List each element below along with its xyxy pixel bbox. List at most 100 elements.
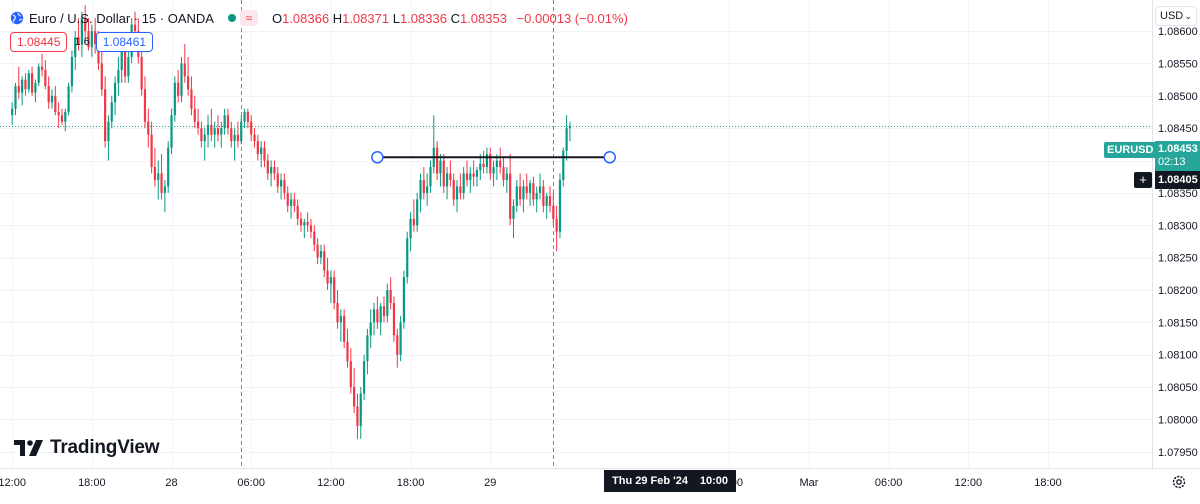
candle: [34, 79, 37, 103]
candle-body: [439, 160, 442, 174]
candle: [236, 121, 240, 148]
candle: [495, 154, 498, 180]
candle-body: [70, 56, 74, 87]
candle-body: [67, 86, 70, 112]
tradingview-logo[interactable]: TradingView: [14, 437, 160, 459]
ohlc-values: O1.08366 H1.08371 L1.08336 C1.08353 −0.0…: [272, 11, 628, 26]
last-price-tag: 1.08453 02:13: [1155, 141, 1200, 172]
candle-body: [57, 111, 60, 116]
candle-body: [240, 121, 243, 142]
candle: [84, 5, 87, 45]
last-price-value: 1.08453: [1158, 143, 1198, 155]
candle: [107, 115, 110, 161]
candle: [60, 108, 64, 125]
close-label: C: [450, 10, 460, 26]
candle-body: [462, 173, 465, 193]
candle-body: [236, 134, 240, 142]
plus-icon[interactable]: +: [1134, 172, 1152, 188]
candle: [535, 186, 538, 213]
buy-button[interactable]: 1.08461: [95, 32, 154, 52]
candle: [286, 186, 289, 213]
candle-body: [489, 154, 492, 174]
candle: [246, 108, 249, 129]
candle-body: [376, 309, 379, 323]
candle-body: [180, 63, 183, 96]
candle: [492, 160, 495, 187]
time-axis-labels: 12:00 18:00 28 06:00 12:00 18:00 29 18:00 Mar 06:…: [0, 477, 1062, 489]
candle-body: [319, 251, 323, 258]
candle-body: [120, 50, 123, 70]
candle-body: [87, 31, 90, 48]
price-tick-label: 1.08350: [1158, 188, 1198, 200]
candle-body: [110, 102, 113, 122]
candle-body: [436, 147, 439, 174]
candle-body: [44, 69, 47, 87]
gear-icon[interactable]: [1170, 473, 1188, 491]
sell-button[interactable]: 1.08445: [10, 32, 68, 52]
candle-body: [485, 154, 489, 168]
candle: [336, 289, 339, 329]
candle-body: [173, 82, 176, 116]
currency-selector[interactable]: USD ⌄: [1155, 6, 1197, 26]
candle: [552, 192, 555, 226]
candle-body: [339, 315, 342, 323]
candle: [366, 328, 369, 375]
symbol-title[interactable]: Euro / U.S. Dollar · 15 · OANDA: [29, 10, 214, 26]
candle-body: [200, 128, 203, 142]
candle-body: [362, 361, 366, 394]
candle-body: [399, 322, 402, 355]
candle-body: [565, 128, 568, 151]
wave-icon[interactable]: ≈: [239, 10, 258, 26]
candle: [316, 238, 319, 265]
candle-body: [203, 134, 206, 142]
candle: [439, 154, 442, 187]
candle-body: [163, 186, 166, 193]
candle: [240, 115, 243, 145]
candle-body: [160, 173, 163, 193]
candle-body: [499, 160, 502, 168]
candle: [349, 348, 352, 394]
candle: [230, 121, 233, 148]
candle-body: [406, 238, 409, 278]
candle-body: [213, 128, 216, 135]
open-value: 1.08366: [282, 10, 330, 26]
candle-body: [250, 121, 253, 135]
candle: [87, 18, 90, 51]
candle-body: [153, 167, 157, 180]
candle-body: [64, 111, 67, 122]
candle: [57, 102, 60, 129]
candle: [113, 76, 117, 116]
candle: [289, 192, 293, 219]
time-tick-label: 28: [165, 477, 177, 489]
candle: [429, 160, 432, 193]
candle: [74, 31, 77, 70]
candle-body: [27, 73, 30, 90]
tradingview-logo-mark: [14, 440, 43, 456]
candle: [11, 102, 14, 125]
candle: [558, 173, 562, 239]
time-tick-label: 29: [484, 477, 496, 489]
candle-body: [303, 222, 306, 226]
candle-body: [113, 82, 117, 103]
candle: [173, 76, 176, 122]
candle-body: [568, 126, 572, 129]
candle-body: [442, 160, 445, 187]
time-tick-label: 06:00: [237, 477, 265, 489]
candle: [177, 69, 180, 103]
price-tick-label: 1.08500: [1158, 91, 1198, 103]
candle: [200, 121, 203, 148]
candle-body: [333, 277, 336, 303]
candle: [216, 115, 220, 142]
price-tick-label: 1.08250: [1158, 253, 1198, 265]
candle-body: [306, 222, 309, 226]
candle-body: [187, 76, 190, 90]
market-status[interactable]: ≈: [227, 10, 258, 26]
candle-body: [329, 277, 332, 284]
candle-body: [402, 277, 406, 323]
candle-body: [492, 167, 495, 174]
candle-body: [183, 63, 186, 77]
candle: [505, 167, 508, 193]
candle: [339, 309, 342, 342]
candle: [386, 283, 389, 323]
